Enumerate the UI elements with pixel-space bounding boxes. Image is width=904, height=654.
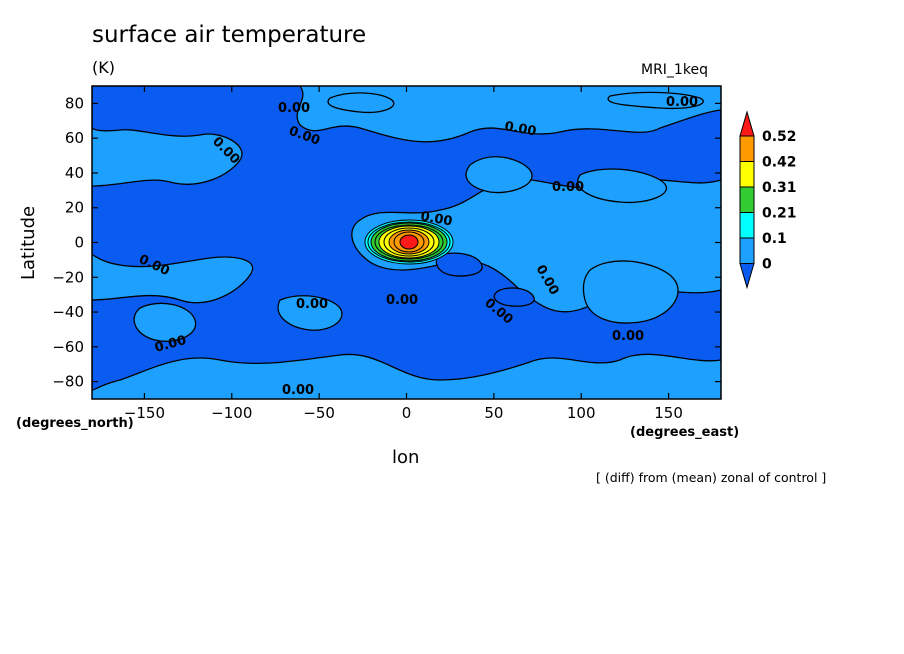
colorbar: 0.52 0.42 0.31 0.21 0.1 0 (739, 110, 797, 290)
positive-patch (577, 168, 668, 204)
y-tick-label: 0 (74, 234, 84, 252)
positive-patch (277, 295, 343, 331)
positive-patch (465, 156, 533, 194)
colorbar-segment (739, 135, 755, 162)
contour-label: 0.00 (552, 180, 584, 195)
hotspot-contour (367, 221, 451, 263)
contour-label: 0.00 (282, 383, 314, 398)
negative-patch (493, 287, 535, 307)
contour-label: 0.00 (296, 297, 328, 312)
positive-patch (582, 260, 679, 324)
x-tick-label: 100 (567, 404, 596, 422)
contour-label: 0.00 (666, 95, 698, 110)
contour-label: 0.00 (612, 329, 644, 344)
negative-region (92, 86, 721, 391)
y-tick-label: −40 (52, 303, 84, 321)
y-tick-label: −60 (52, 338, 84, 356)
colorbar-segment (739, 161, 755, 188)
colorbar-segment (739, 212, 755, 239)
colorbar-segment (739, 186, 755, 213)
colorbar-label: 0.42 (762, 155, 797, 171)
x-tick-label: 0 (402, 404, 412, 422)
colorbar-label: 0.1 (762, 231, 787, 247)
contour-label: 0.00 (386, 293, 418, 308)
colorbar-label: 0.52 (762, 129, 797, 145)
hotspot-level-0.52 (399, 234, 419, 250)
y-tick-label: 60 (65, 129, 84, 147)
model-label: MRI_1keq (641, 62, 708, 78)
y-tick-label: −20 (52, 268, 84, 286)
negative-patch (435, 252, 483, 277)
hotspot-contour (383, 227, 435, 257)
x-axis-units: (degrees_east) (630, 425, 740, 440)
y-tick-label: 20 (65, 199, 84, 217)
y-tick-label: 40 (65, 164, 84, 182)
x-axis-label: lon (392, 447, 420, 468)
contour-label: 0.00 (278, 101, 310, 116)
positive-patch (133, 302, 197, 342)
y-tick-label: 80 (65, 94, 84, 112)
units-label: (K) (92, 58, 115, 77)
positive-patch (327, 92, 395, 114)
x-tick-label: 50 (484, 404, 503, 422)
y-axis-units: (degrees_north) (16, 416, 134, 431)
contour-label: 0.00 (419, 209, 453, 229)
positive-patch (607, 91, 704, 110)
colorbar-label: 0 (762, 257, 772, 273)
colorbar-segment (739, 263, 755, 290)
hotspot-contour (393, 231, 425, 253)
x-tick-label: −150 (124, 404, 165, 422)
comparison-note: [ (diff) from (mean) zonal of control ] (596, 470, 827, 485)
y-tick-label: −80 (52, 373, 84, 391)
hotspot-contour (374, 224, 444, 260)
hotspot (364, 219, 454, 265)
x-tick-label: −100 (211, 404, 252, 422)
chart-title: surface air temperature (92, 22, 367, 48)
contour-regions (92, 86, 721, 391)
contour-label: 0.00 (503, 119, 537, 139)
x-tick-label: −50 (303, 404, 335, 422)
x-tick-label: 150 (654, 404, 683, 422)
colorbar-segment (739, 237, 755, 264)
colorbar-label: 0.21 (762, 206, 797, 222)
colorbar-segment (739, 110, 755, 137)
colorbar-label: 0.31 (762, 180, 797, 196)
axes: −150 −100 −50 0 50 100 150 80 60 40 20 0 −20 −40 −60 −8… (52, 86, 721, 422)
